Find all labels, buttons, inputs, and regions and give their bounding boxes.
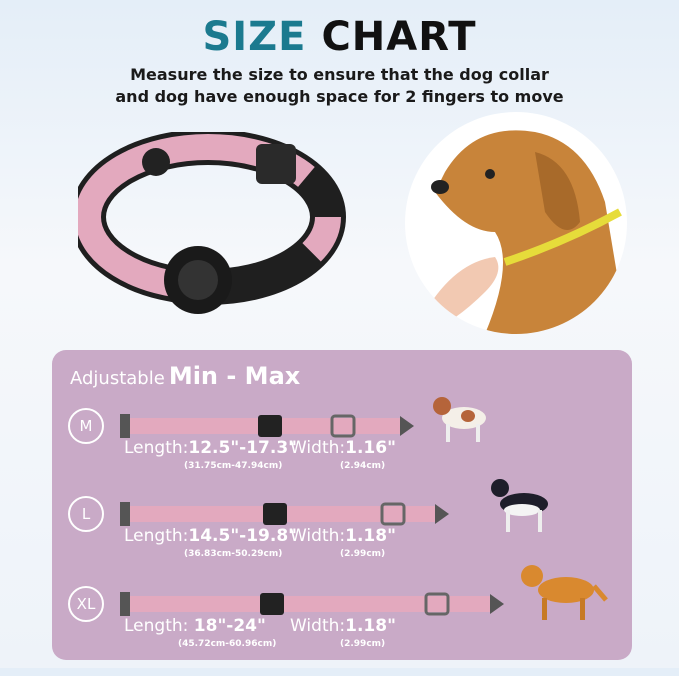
- golden-retriever-icon: [521, 565, 608, 620]
- size-panel: Adjustable Min - Max M Length:12.5"-17.3"…: [52, 350, 632, 660]
- collar-strap-icon: [120, 592, 504, 616]
- width-cm: (2.94cm): [340, 461, 386, 471]
- size-row-l: L Length:14.5"-19.8" (36.83cm-50.29cm) W…: [52, 479, 632, 586]
- collar-strap-icon: [120, 502, 449, 526]
- small-dog-icon: [433, 397, 486, 442]
- length-text: Length: 18"-24": [124, 616, 266, 636]
- length-cm: (31.75cm-47.94cm): [184, 461, 283, 471]
- collar-strap-icon: [120, 414, 414, 438]
- size-row-xl: XL Length: 18"-24" (45.72cm-60.96cm) Wid…: [52, 565, 632, 676]
- width-text: Width:1.18": [290, 616, 396, 636]
- length-text: Length:12.5"-17.3": [124, 438, 298, 458]
- panel-heading: Adjustable Min - Max: [70, 362, 301, 390]
- husky-icon: [491, 479, 548, 532]
- size-badge: M: [68, 408, 104, 444]
- width-text: Width:1.18": [290, 526, 396, 546]
- dog-measuring-photo: [405, 112, 627, 334]
- width-text: Width:1.16": [290, 438, 396, 458]
- collar-image: [78, 132, 346, 314]
- subtitle: Measure the size to ensure that the dog …: [115, 65, 564, 106]
- length-cm: (45.72cm-60.96cm): [178, 639, 277, 649]
- width-cm: (2.99cm): [340, 549, 386, 559]
- length-cm: (36.83cm-50.29cm): [184, 549, 283, 559]
- size-badge: XL: [68, 586, 104, 622]
- size-row-m: M Length:12.5"-17.3" (31.75cm-47.94cm) W…: [52, 397, 632, 498]
- page-title: SIZE CHART: [202, 14, 477, 60]
- width-cm: (2.99cm): [340, 639, 386, 649]
- length-text: Length:14.5"-19.8": [124, 526, 298, 546]
- size-badge: L: [68, 496, 104, 532]
